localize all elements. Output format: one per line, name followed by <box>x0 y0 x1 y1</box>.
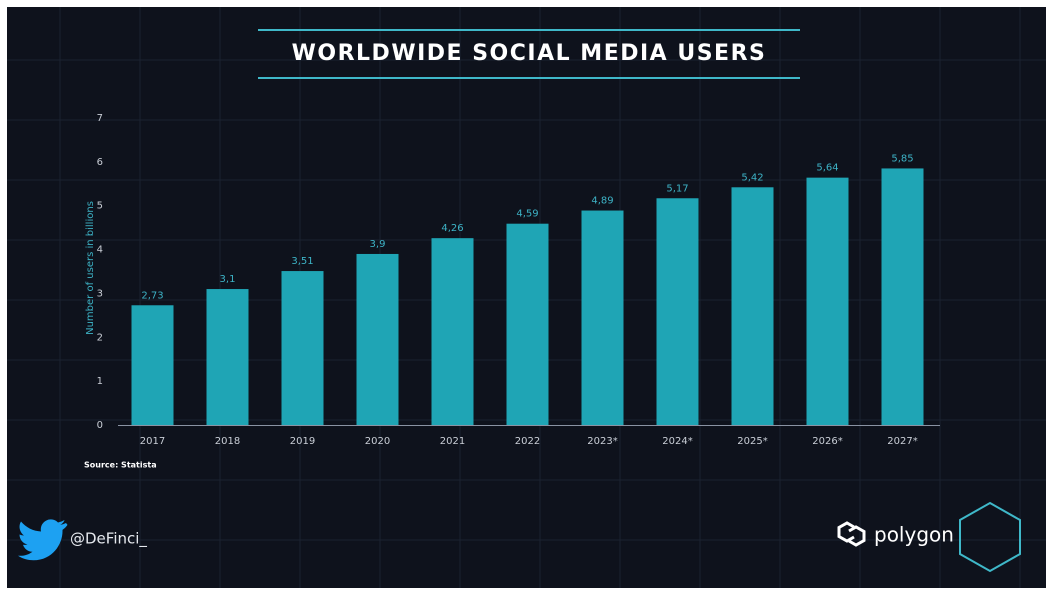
brand: polygon <box>874 523 954 547</box>
y-tick-label: 0 <box>97 420 103 431</box>
x-tick-label: 2019 <box>290 436 315 447</box>
bar <box>206 289 249 425</box>
value-label: 5,85 <box>891 153 913 164</box>
x-tick-label: 2020 <box>365 436 390 447</box>
polygon-logo <box>837 521 866 547</box>
x-tick-label: 2018 <box>215 436 240 447</box>
value-label: 3,1 <box>220 274 236 285</box>
x-tick-label: 2022 <box>515 436 540 447</box>
bar <box>431 238 474 425</box>
value-label: 4,26 <box>441 223 463 234</box>
chart-title: WORLDWIDE SOCIAL MEDIA USERS <box>292 41 767 66</box>
bar <box>131 305 174 425</box>
handle: @DeFinci_ <box>70 530 147 549</box>
x-tick-label: 2021 <box>440 436 465 447</box>
value-label: 3,51 <box>291 256 313 267</box>
value-label: 5,42 <box>741 172 763 183</box>
source-note: Source: Statista <box>84 461 157 470</box>
y-axis-label: Number of users in billions <box>85 201 96 335</box>
value-label: 4,89 <box>591 196 613 207</box>
x-tick-label: 2027* <box>887 436 917 447</box>
bar <box>356 253 399 425</box>
value-label: 2,73 <box>141 290 163 301</box>
bar <box>881 168 924 425</box>
brand-emblem <box>959 501 1021 573</box>
y-tick-label: 4 <box>97 245 103 256</box>
value-label: 5,64 <box>816 163 838 174</box>
x-tick-label: 2023* <box>587 436 617 447</box>
bar <box>281 271 324 425</box>
x-tick-label: 2024* <box>662 436 692 447</box>
value-label: 3,9 <box>370 239 386 250</box>
bar <box>656 198 699 425</box>
bar <box>731 187 774 425</box>
y-tick-label: 6 <box>97 157 103 168</box>
y-tick-label: 5 <box>97 201 103 212</box>
bar <box>581 210 624 425</box>
bar <box>506 223 549 425</box>
bar <box>806 177 849 425</box>
x-tick-label: 2017 <box>140 436 165 447</box>
value-label: 5,17 <box>666 183 688 194</box>
twitter-icon <box>18 519 68 561</box>
y-tick-label: 3 <box>97 288 103 299</box>
y-tick-label: 2 <box>97 332 103 343</box>
y-tick-label: 1 <box>97 376 103 387</box>
y-tick-label: 7 <box>97 113 103 124</box>
x-tick-label: 2026* <box>812 436 842 447</box>
value-label: 4,59 <box>516 209 538 220</box>
x-tick-label: 2025* <box>737 436 767 447</box>
